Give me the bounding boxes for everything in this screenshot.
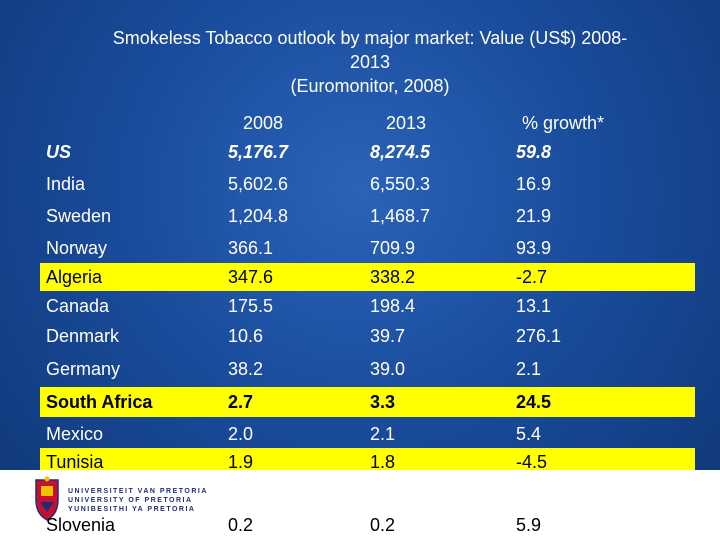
highlight-band-south-africa: [40, 387, 695, 417]
value-2008-cell: 1,204.8: [228, 206, 289, 226]
value-2008-cell: 175.5: [228, 296, 274, 316]
value-2013-cell: 338.2: [370, 267, 416, 287]
growth-cell: 5.9: [516, 515, 542, 535]
value-2013-cell: 1,468.7: [370, 206, 431, 226]
footer-band: [0, 470, 720, 540]
header-2008: 2008: [243, 113, 284, 133]
country-cell: Algeria: [46, 267, 103, 287]
value-2013-cell: 39.7: [370, 326, 406, 346]
highlight-band-algeria: [40, 263, 695, 291]
country-cell: India: [46, 174, 86, 194]
value-2013-cell: 1.8: [370, 452, 396, 472]
country-cell: Germany: [46, 359, 121, 379]
value-2013-cell: 0.2: [370, 515, 396, 535]
value-2008-cell: 0.2: [228, 515, 254, 535]
growth-cell: 59.8: [516, 142, 552, 162]
country-cell: US: [46, 142, 72, 162]
growth-cell: -2.7: [516, 267, 548, 287]
country-cell: Sweden: [46, 206, 112, 226]
value-2013-cell: 39.0: [370, 359, 406, 379]
value-2013-cell: 3.3: [370, 392, 396, 412]
growth-cell: 5.4: [516, 424, 542, 444]
title-line-1: Smokeless Tobacco outlook by major marke…: [112, 28, 628, 48]
title-line-2: 2013: [349, 52, 391, 72]
country-cell: Tunisia: [46, 452, 104, 472]
university-crest-icon: [35, 476, 59, 521]
value-2008-cell: 366.1: [228, 238, 274, 258]
growth-cell: 21.9: [516, 206, 552, 226]
growth-cell: 24.5: [516, 392, 552, 412]
growth-cell: 276.1: [516, 326, 562, 346]
country-cell: Norway: [46, 238, 108, 258]
value-2008-cell: 1.9: [228, 452, 254, 472]
value-2013-cell: 8,274.5: [370, 142, 431, 162]
value-2013-cell: 709.9: [370, 238, 416, 258]
slide-title: Smokeless Tobacco outlook by major marke…: [40, 26, 700, 98]
country-cell: Slovenia: [46, 515, 116, 535]
growth-cell: -4.5: [516, 452, 548, 472]
university-name-afrikaans: UNIVERSITEIT VAN PRETORIA: [68, 488, 208, 495]
university-name-english: UNIVERSITY OF PRETORIA: [68, 497, 193, 504]
country-cell: Mexico: [46, 424, 104, 444]
university-name: UNIVERSITEIT VAN PRETORIA UNIVERSITY OF …: [68, 487, 208, 514]
country-cell: South Africa: [46, 392, 153, 412]
value-2013-cell: 198.4: [370, 296, 416, 316]
growth-cell: 93.9: [516, 238, 552, 258]
country-cell: Denmark: [46, 326, 120, 346]
university-name-sepedi: YUNIBESITHI YA PRETORIA: [68, 506, 196, 513]
value-2008-cell: 38.2: [228, 359, 264, 379]
value-2008-cell: 10.6: [228, 326, 264, 346]
title-line-3: (Euromonitor, 2008): [290, 76, 450, 96]
value-2008-cell: 5,176.7: [228, 142, 289, 162]
value-2013-cell: 6,550.3: [370, 174, 431, 194]
value-2008-cell: 2.7: [228, 392, 254, 412]
growth-cell: 16.9: [516, 174, 552, 194]
value-2008-cell: 347.6: [228, 267, 274, 287]
header-2013: 2013: [386, 113, 427, 133]
growth-cell: 13.1: [516, 296, 552, 316]
country-cell: Canada: [46, 296, 110, 316]
value-2008-cell: 5,602.6: [228, 174, 289, 194]
header-growth: % growth*: [522, 113, 605, 133]
growth-cell: 2.1: [516, 359, 542, 379]
value-2013-cell: 2.1: [370, 424, 396, 444]
value-2008-cell: 2.0: [228, 424, 254, 444]
